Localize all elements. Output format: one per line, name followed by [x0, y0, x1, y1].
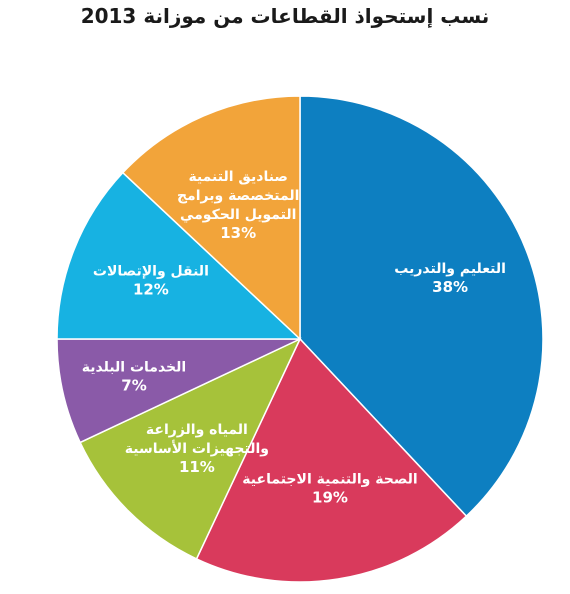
slice-value-label: 38%	[432, 278, 468, 296]
slice-label: المتخصصة وبرامج	[177, 188, 299, 204]
chart-title: نسب إستحواذ القطاعات من موزانة 2013	[80, 4, 490, 28]
pie-slice	[121, 95, 301, 341]
slice-value-label: 11%	[179, 458, 215, 476]
pie-slice	[195, 337, 468, 583]
slice-label: النقل والإتصالات	[93, 264, 209, 280]
pie-slice	[299, 95, 544, 518]
pie-slice	[56, 171, 302, 340]
slice-value-label: 7%	[121, 377, 146, 395]
pie-slice	[56, 338, 301, 444]
slice-value-label: 13%	[220, 224, 256, 242]
slice-label: التمويل الحكومي	[180, 207, 296, 223]
slice-label: الخدمات البلدية	[82, 360, 186, 376]
slice-label: والتجهيزات الأساسية	[125, 440, 269, 457]
slice-value-label: 19%	[312, 489, 348, 507]
pie-slice	[79, 337, 302, 560]
slice-label: المياه والزراعة	[146, 422, 248, 438]
slice-label: الصحة والتنمية الاجتماعية	[242, 472, 417, 488]
slice-value-label: 12%	[133, 281, 169, 299]
slice-label: صناديق التنمية	[188, 169, 288, 185]
slice-label: التعليم والتدريب	[394, 261, 506, 277]
